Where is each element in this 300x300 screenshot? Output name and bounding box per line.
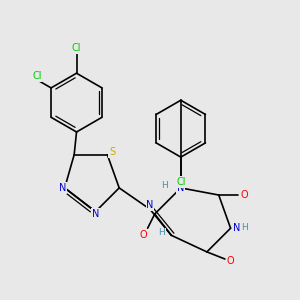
Text: N: N — [92, 209, 99, 219]
Text: N: N — [232, 223, 240, 233]
Text: O: O — [227, 256, 234, 266]
Text: H: H — [158, 228, 165, 237]
Text: N: N — [58, 183, 66, 193]
Text: H: H — [242, 223, 248, 232]
Text: Cl: Cl — [32, 71, 42, 81]
Text: O: O — [139, 230, 147, 240]
Text: N: N — [177, 183, 184, 193]
Text: N: N — [146, 200, 154, 211]
Text: Cl: Cl — [176, 177, 186, 187]
Text: O: O — [241, 190, 249, 200]
Text: S: S — [109, 147, 115, 158]
Text: H: H — [161, 181, 168, 190]
Text: Cl: Cl — [72, 43, 81, 53]
